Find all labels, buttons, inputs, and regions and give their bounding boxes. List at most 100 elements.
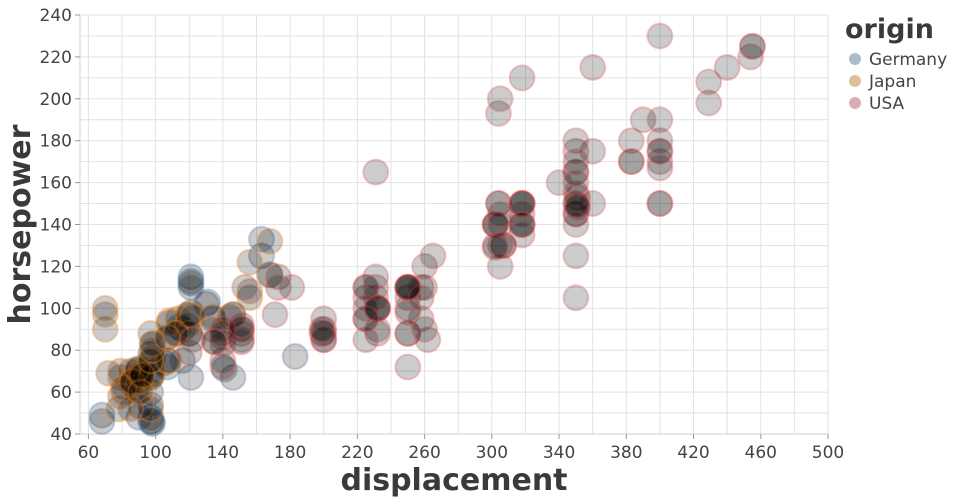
x-axis: 60 100 140 180 220 260 300 340 380 420 460 500 [78,434,844,463]
data-point-japan [118,370,146,398]
x-tick-label: 460 [745,443,777,463]
data-point-usa [508,64,536,92]
data-point-germany [256,261,284,289]
data-point-japan [137,319,165,347]
data-point-usa [394,319,422,347]
data-point-usa [179,326,207,354]
data-point-germany [175,319,203,347]
y-tick-label: 180 [40,132,72,152]
data-point-usa [364,315,391,343]
data-point-usa [364,294,391,322]
legend-label-usa: USA [869,94,905,114]
data-point-usa [508,190,536,217]
data-point-usa [646,127,674,155]
data-point-usa [579,137,607,165]
data-point-germany [177,363,205,391]
data-point-japan [127,359,154,387]
data-point-japan [123,374,151,402]
legend-swatch-usa [849,97,861,109]
data-point-japan [125,368,153,396]
data-point-usa [362,263,390,291]
data-point-germany [281,343,309,370]
data-point-usa [481,231,509,259]
data-point-japan [137,363,165,391]
data-point-usa [713,53,741,81]
data-point-japan [153,324,181,352]
data-point-usa [352,305,380,333]
data-point-germany [137,403,165,431]
data-point-usa [394,273,422,301]
data-point-usa [646,154,674,182]
data-point-usa [394,273,422,301]
data-point-japan [91,294,119,322]
data-point-usa [364,319,391,347]
x-tick-label: 300 [476,443,508,463]
data-point-usa [545,169,573,197]
data-point-japan [175,319,203,347]
data-point-usa [646,137,674,165]
data-point-usa [481,234,509,261]
data-point-usa [481,211,509,238]
data-point-japan [137,347,165,375]
data-point-usa [310,326,338,354]
data-point-japan [138,336,166,364]
data-point-usa [562,127,590,155]
data-point-usa [738,32,766,60]
data-point-germany [219,363,247,391]
data-point-japan [138,357,166,385]
data-point-japan [256,227,284,255]
data-point-usa [481,211,509,238]
data-point-usa [562,179,590,207]
data-point-usa [485,190,512,217]
data-point-japan [236,278,264,305]
data-point-usa [278,273,306,301]
data-point-japan [91,315,119,343]
data-point-japan [153,324,181,352]
data-point-usa [209,353,237,381]
data-point-usa [562,169,590,197]
data-point-japan [137,395,165,423]
x-tick-label: 180 [274,443,306,463]
data-point-usa [486,211,514,238]
data-point-germany [153,353,181,381]
data-point-japan [199,303,227,331]
data-point-usa [646,148,674,176]
data-point-usa [308,315,336,343]
data-point-japan [256,261,284,289]
data-point-germany [137,391,165,419]
data-point-usa [411,315,439,343]
data-point-usa [201,328,228,356]
data-point-germany [211,355,239,383]
data-point-germany [219,301,247,329]
data-point-usa [486,231,514,259]
data-point-germany [137,378,165,406]
data-point-usa [407,305,435,333]
data-point-japan [162,319,190,347]
data-point-usa [646,190,674,217]
data-point-usa [227,326,255,354]
data-point-japan [95,359,123,387]
data-point-usa [646,190,674,217]
y-tick-label: 100 [40,299,72,319]
data-point-usa [264,273,292,301]
data-point-japan [174,301,202,329]
data-point-japan [155,309,183,337]
data-point-usa [394,353,422,381]
data-point-usa [508,211,536,238]
data-point-usa [562,211,590,238]
data-point-japan [179,303,207,331]
data-point-usa [629,106,657,134]
data-point-usa [352,294,380,322]
data-point-usa [394,299,422,326]
data-point-usa [411,252,439,280]
data-point-usa [209,347,237,375]
data-point-japan [175,301,203,329]
data-point-usa [695,68,723,96]
data-point-usa [562,137,590,165]
data-point-usa [562,200,590,228]
data-point-usa [646,106,674,134]
data-point-usa [485,100,512,127]
data-point-germany [177,267,205,295]
data-point-germany [138,330,166,358]
